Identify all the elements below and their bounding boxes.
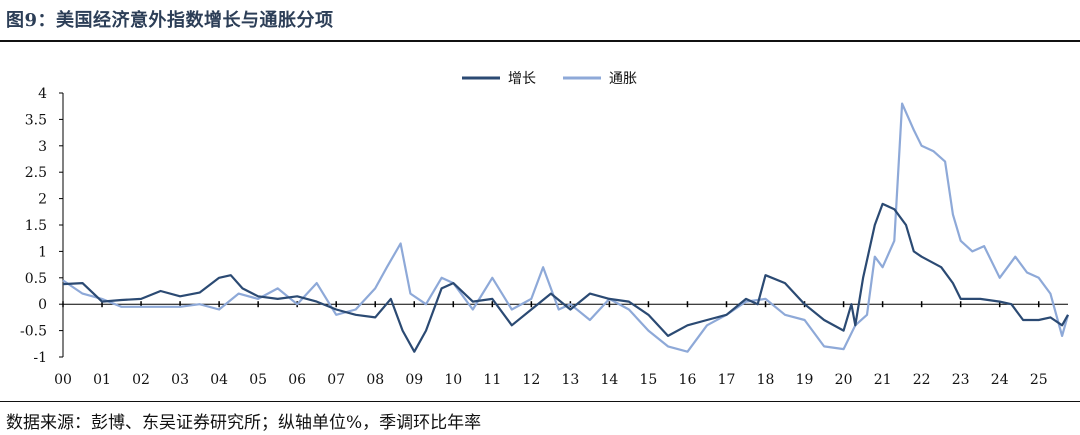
x-tick-label: 03 bbox=[171, 372, 189, 388]
x-tick-label: 09 bbox=[405, 372, 423, 388]
x-tick-label: 00 bbox=[54, 372, 72, 388]
x-tick-label: 25 bbox=[1030, 372, 1048, 388]
source-note: 数据来源：彭博、东吴证券研究所；纵轴单位%，季调环比年率 bbox=[6, 413, 482, 433]
x-tick-label: 11 bbox=[483, 372, 501, 388]
x-tick-label: 10 bbox=[444, 372, 462, 388]
x-tick-label: 22 bbox=[913, 372, 931, 388]
x-tick-label: 13 bbox=[561, 372, 579, 388]
y-tick-label: 2 bbox=[38, 192, 47, 208]
x-tick-label: 02 bbox=[132, 372, 150, 388]
axes: -1 -0.5 0 0.5 1 1.5 2 2.5 3 3.5 4 00 01 02 03 04 05 06 07 0… bbox=[20, 86, 1068, 388]
x-tick-label: 07 bbox=[327, 372, 345, 388]
y-tick-label: 1.5 bbox=[25, 218, 47, 234]
x-tick-label: 20 bbox=[835, 372, 853, 388]
chart-title: 图9：美国经济意外指数增长与通胀分项 bbox=[6, 10, 334, 31]
legend: 增长 通胀 bbox=[462, 71, 637, 87]
x-tick-label: 15 bbox=[640, 372, 658, 388]
x-tick-label: 12 bbox=[522, 372, 540, 388]
x-tick-label: 08 bbox=[366, 372, 384, 388]
x-tick-label: 16 bbox=[679, 372, 697, 388]
y-tick-label: -1 bbox=[33, 350, 47, 366]
x-tick-label: 06 bbox=[288, 372, 306, 388]
y-tick-label: 3.5 bbox=[25, 112, 47, 128]
y-tick-label: 0.5 bbox=[25, 271, 47, 287]
y-tick-label: 4 bbox=[38, 86, 47, 102]
x-tick-label: 01 bbox=[93, 372, 111, 388]
y-tick-label: 1 bbox=[38, 244, 47, 260]
x-tick-label: 24 bbox=[991, 372, 1009, 388]
y-tick-label: 2.5 bbox=[25, 165, 47, 181]
y-tick-label: 3 bbox=[38, 139, 47, 155]
x-tick-label: 23 bbox=[952, 372, 970, 388]
x-tick-label: 14 bbox=[600, 372, 618, 388]
title-divider bbox=[0, 40, 1080, 42]
legend-label-inflation: 通胀 bbox=[609, 71, 637, 87]
line-chart: 增长 通胀 -1 -0.5 0 0.5 1 1.5 2 2.5 3 3.5 4 00 01 02 03 04 0… bbox=[20, 71, 1070, 388]
footer-divider bbox=[0, 401, 1080, 402]
y-tick-label: -0.5 bbox=[20, 324, 47, 340]
legend-label-growth: 增长 bbox=[508, 71, 536, 87]
x-tick-label: 04 bbox=[210, 372, 228, 388]
x-tick-label: 18 bbox=[757, 372, 775, 388]
x-tick-label: 05 bbox=[249, 372, 267, 388]
series-layer bbox=[62, 102, 1070, 353]
y-tick-label: 0 bbox=[38, 297, 47, 313]
inflation-line bbox=[62, 102, 1070, 353]
x-tick-label: 17 bbox=[718, 372, 736, 388]
x-tick-label: 19 bbox=[796, 372, 814, 388]
x-tick-label: 21 bbox=[874, 372, 892, 388]
growth-line bbox=[62, 202, 1069, 353]
